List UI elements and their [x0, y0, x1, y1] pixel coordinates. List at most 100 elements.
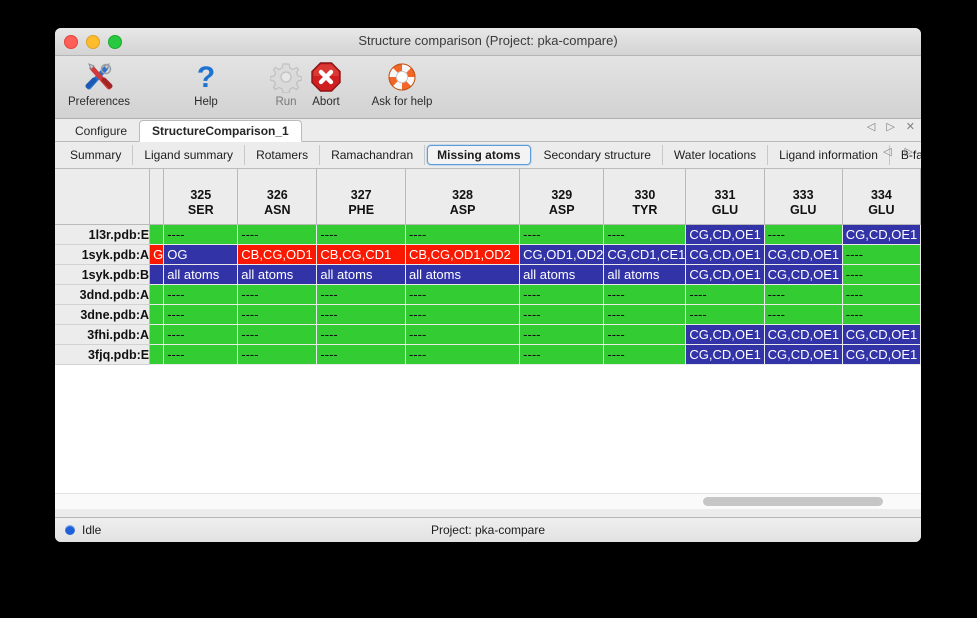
inner-tab-next-icon[interactable]: ▷: [904, 146, 913, 158]
table-cell[interactable]: ----: [603, 224, 687, 245]
table-cell-clipped[interactable]: [149, 284, 165, 305]
column-header-328[interactable]: 328 ASP: [405, 169, 521, 225]
tab-ramachandran[interactable]: Ramachandran: [320, 145, 426, 165]
table-cell[interactable]: ----: [519, 224, 605, 245]
tab-ligand-information[interactable]: Ligand information: [768, 145, 890, 165]
table-cell[interactable]: ----: [603, 284, 687, 305]
table-cell[interactable]: ----: [237, 224, 318, 245]
row-header-3fhi.pdb:A[interactable]: 3fhi.pdb:A: [55, 324, 151, 345]
table-cell[interactable]: ----: [316, 284, 406, 305]
column-header-325[interactable]: 325 SER: [163, 169, 239, 225]
doc-tab-prev-icon[interactable]: ◁: [866, 121, 876, 133]
run-button[interactable]: Run: [247, 59, 325, 108]
column-header-329[interactable]: 329 ASP: [519, 169, 605, 225]
doc-tab-configure[interactable]: Configure: [75, 124, 128, 138]
table-cell-clipped[interactable]: [149, 344, 165, 365]
table-cell[interactable]: ----: [163, 324, 239, 345]
table-row[interactable]: 3dnd.pdb:A ---- ---- ---- ---- ---- ---- ---- --…: [55, 284, 921, 305]
row-header-1syk.pdb:A[interactable]: 1syk.pdb:A: [55, 244, 151, 265]
table-cell[interactable]: CB,CG,OD1,OD2: [405, 244, 521, 265]
table-cell[interactable]: ----: [519, 324, 605, 345]
row-header-1l3r.pdb:E[interactable]: 1l3r.pdb:E: [55, 224, 151, 245]
close-window-button[interactable]: [64, 35, 78, 49]
table-cell[interactable]: ----: [316, 224, 406, 245]
ask-for-help-button[interactable]: Ask for help: [327, 59, 477, 108]
column-header-334[interactable]: 334 GLU: [842, 169, 921, 225]
table-cell[interactable]: ----: [405, 224, 521, 245]
table-cell[interactable]: ----: [519, 284, 605, 305]
table-cell[interactable]: CG,CD,OE1: [685, 224, 765, 245]
table-cell[interactable]: all atoms: [316, 264, 406, 285]
table-cell[interactable]: CG,CD,OE1: [764, 244, 843, 265]
table-cell[interactable]: ----: [405, 304, 521, 325]
doc-tab-structurecomparison-1[interactable]: StructureComparison_1: [139, 120, 302, 142]
tab-water-locations[interactable]: Water locations: [663, 145, 769, 165]
table-cell[interactable]: CG,CD,OE1: [685, 324, 765, 345]
table-cell[interactable]: ----: [237, 344, 318, 365]
table-cell[interactable]: all atoms: [519, 264, 605, 285]
tab-rotamers[interactable]: Rotamers: [245, 145, 321, 165]
table-cell[interactable]: CG,CD,OE1: [842, 224, 921, 245]
table-cell-clipped[interactable]: G: [149, 244, 165, 265]
table-cell[interactable]: ----: [405, 344, 521, 365]
minimize-window-button[interactable]: [86, 35, 100, 49]
table-cell[interactable]: ----: [842, 244, 921, 265]
table-cell[interactable]: CG,CD,OE1: [685, 264, 765, 285]
table-cell[interactable]: ----: [237, 284, 318, 305]
table-cell[interactable]: ----: [764, 304, 843, 325]
table-row[interactable]: 1syk.pdb:A G OG CB,CG,OD1 CB,CG,CD1 CB,CG,OD1…: [55, 244, 921, 265]
tab-b-factors[interactable]: B-factors: [890, 145, 921, 165]
row-header-3dne.pdb:A[interactable]: 3dne.pdb:A: [55, 304, 151, 325]
table-row[interactable]: 1syk.pdb:B all atoms all atoms all atoms all…: [55, 264, 921, 285]
table-cell[interactable]: ----: [603, 304, 687, 325]
horizontal-scrollbar-thumb[interactable]: [703, 497, 883, 506]
table-cell[interactable]: all atoms: [163, 264, 239, 285]
table-cell[interactable]: ----: [163, 304, 239, 325]
tab-secondary-structure[interactable]: Secondary structure: [533, 145, 663, 165]
table-cell[interactable]: ----: [316, 304, 406, 325]
table-cell[interactable]: CB,CG,CD1: [316, 244, 406, 265]
table-cell[interactable]: all atoms: [603, 264, 687, 285]
table-row[interactable]: 3fjq.pdb:E ---- ---- ---- ---- ---- ---- CG,CD,…: [55, 344, 921, 365]
table-cell[interactable]: ----: [316, 344, 406, 365]
table-cell[interactable]: ----: [519, 304, 605, 325]
table-row[interactable]: 3fhi.pdb:A ---- ---- ---- ---- ---- ---- CG,CD,…: [55, 324, 921, 345]
table-cell[interactable]: ----: [163, 284, 239, 305]
table-cell[interactable]: ----: [842, 284, 921, 305]
table-cell[interactable]: CG,CD,OE1: [764, 264, 843, 285]
table-cell[interactable]: ----: [405, 284, 521, 305]
row-header-3fjq.pdb:E[interactable]: 3fjq.pdb:E: [55, 344, 151, 365]
column-header-327[interactable]: 327 PHE: [316, 169, 406, 225]
table-cell[interactable]: ----: [603, 324, 687, 345]
table-cell[interactable]: CG,CD,OE1: [685, 344, 765, 365]
inner-tab-prev-icon[interactable]: ◁: [883, 146, 892, 158]
table-cell[interactable]: all atoms: [237, 264, 318, 285]
table-cell[interactable]: ----: [237, 304, 318, 325]
table-row[interactable]: 1l3r.pdb:E ---- ---- ---- ---- ---- ---- CG,CD,…: [55, 224, 921, 245]
table-cell[interactable]: ----: [764, 224, 843, 245]
table-cell[interactable]: CG,CD,OE1: [685, 244, 765, 265]
table-cell[interactable]: CG,CD,OE1: [764, 344, 843, 365]
table-cell[interactable]: ----: [163, 224, 239, 245]
column-header-330[interactable]: 330 TYR: [603, 169, 687, 225]
tab-ligand-summary[interactable]: Ligand summary: [133, 145, 246, 165]
table-cell[interactable]: ----: [405, 324, 521, 345]
column-header-333[interactable]: 333 GLU: [764, 169, 843, 225]
horizontal-scrollbar[interactable]: [55, 493, 921, 509]
doc-tab-close-icon[interactable]: ✕: [905, 121, 915, 133]
table-cell[interactable]: ----: [842, 304, 921, 325]
table-cell[interactable]: ----: [519, 344, 605, 365]
table-cell[interactable]: CG,CD,OE1: [842, 344, 921, 365]
table-cell[interactable]: ----: [764, 284, 843, 305]
table-cell[interactable]: CG,OD1,OD2: [519, 244, 605, 265]
table-cell[interactable]: ----: [163, 344, 239, 365]
help-button[interactable]: ? Help: [167, 59, 245, 108]
table-cell[interactable]: all atoms: [405, 264, 521, 285]
table-cell-clipped[interactable]: [149, 324, 165, 345]
abort-button[interactable]: Abort: [287, 59, 365, 108]
table-cell-clipped[interactable]: [149, 264, 165, 285]
table-cell[interactable]: ----: [685, 304, 765, 325]
table-cell[interactable]: CB,CG,OD1: [237, 244, 318, 265]
table-cell-clipped[interactable]: [149, 224, 165, 245]
table-cell[interactable]: OG: [163, 244, 239, 265]
